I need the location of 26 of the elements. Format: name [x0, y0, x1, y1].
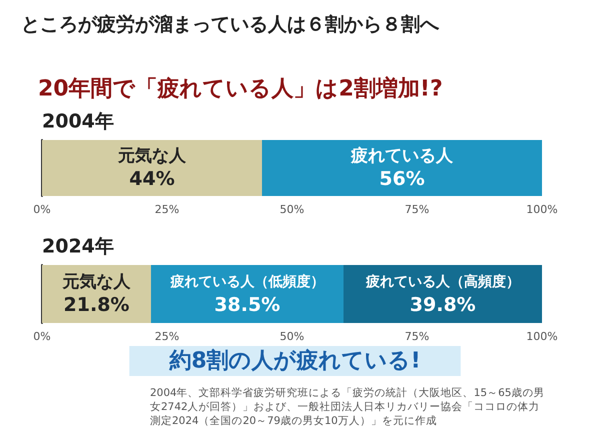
data-label: 38.5%	[214, 294, 280, 316]
x-tick-label: 75%	[404, 203, 430, 216]
series-label: 疲れている人（高頻度）	[364, 273, 520, 290]
x-tick-label: 100%	[526, 330, 558, 343]
x-tick-label: 50%	[280, 203, 304, 216]
x-tick-label: 0%	[33, 330, 51, 343]
text: 約8割の人が疲れている!	[168, 348, 421, 374]
text: 2004年、文部科学省疲労研究班による「疲労の統計（大阪地区、15～65歳の男女2742人が回答）」および、一般社団法人日本リカバリー協会「ココロの体力測定2024（全国の20～79歳の男女10万人）」を元に作成	[150, 386, 544, 427]
series-label: 疲れている人（低頻度）	[169, 273, 324, 290]
x-tick-label: 100%	[526, 203, 558, 216]
data-label: 44%	[129, 168, 175, 190]
text: 20年間で「疲れている人」は2割増加!?	[38, 76, 443, 102]
series-label: 疲れている人	[350, 146, 454, 166]
series-label: 元気な人	[117, 146, 187, 166]
x-tick-label: 25%	[154, 203, 180, 216]
x-tick-label: 75%	[404, 330, 430, 343]
chart-title: ところが疲労が溜まっている人は６割から８割へ	[21, 14, 440, 36]
data-label: 56%	[379, 168, 425, 190]
data-label: 21.8%	[64, 294, 130, 316]
x-tick-label: 0%	[33, 203, 51, 216]
x-tick-label: 25%	[154, 330, 180, 343]
y-tick-label: 2004年	[42, 110, 114, 132]
y-tick-label: 2024年	[42, 236, 114, 258]
x-tick-label: 50%	[280, 330, 304, 343]
data-label: 39.8%	[410, 294, 476, 316]
series-label: 元気な人	[62, 272, 132, 292]
